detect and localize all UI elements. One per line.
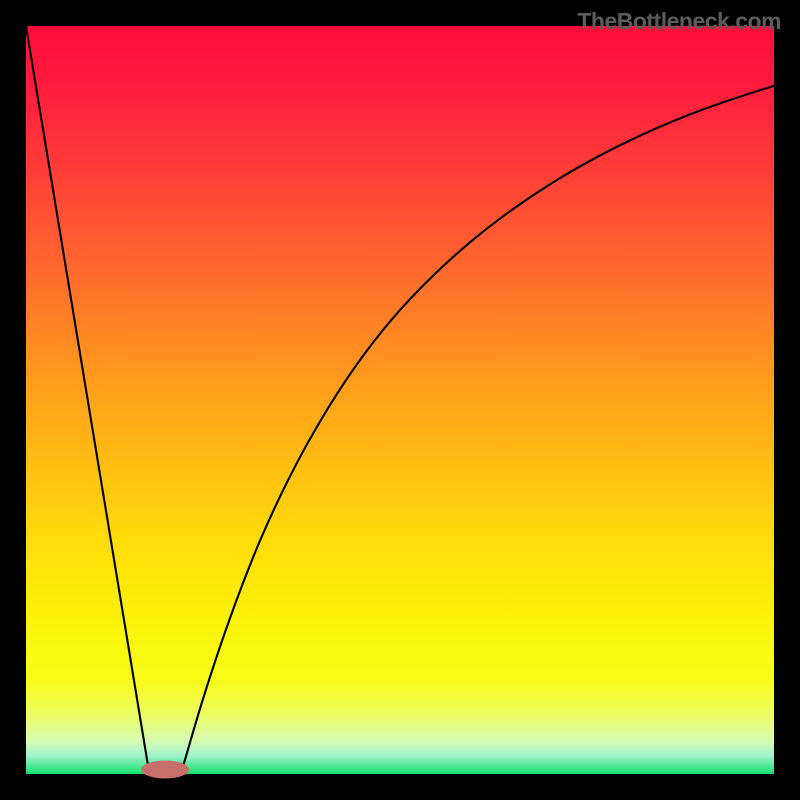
watermark-text: TheBottleneck.com xyxy=(577,8,781,35)
bottleneck-chart xyxy=(0,0,800,800)
plot-background xyxy=(26,26,774,774)
chart-container: TheBottleneck.com xyxy=(0,0,800,800)
optimal-marker xyxy=(141,761,189,779)
